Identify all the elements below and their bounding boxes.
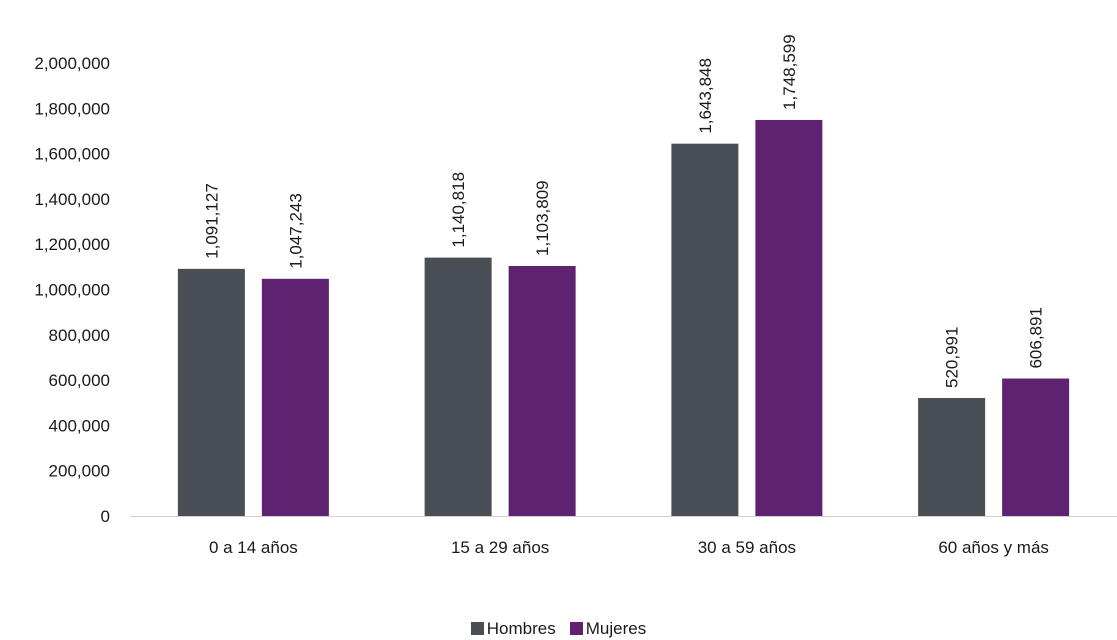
y-tick-label: 1,800,000	[34, 99, 110, 118]
y-tick-label: 0	[101, 507, 110, 526]
data-label: 1,103,809	[533, 180, 552, 256]
data-labels: 1,091,127 1,047,243 1,140,818 1,103,809 1,64…	[202, 34, 1045, 388]
y-tick-label: 1,600,000	[34, 145, 110, 164]
data-label: 1,047,243	[286, 193, 305, 269]
y-tick-label: 1,000,000	[34, 281, 110, 300]
legend-item-hombres: Hombres	[470, 618, 556, 639]
y-tick-label: 200,000	[49, 462, 110, 481]
bar-mujeres	[755, 119, 823, 517]
data-label: 1,091,127	[202, 183, 221, 259]
bar-hombres	[918, 397, 986, 516]
x-tick-label: 30 a 59 años	[698, 538, 796, 557]
legend-swatch-mujeres	[569, 622, 583, 635]
x-tick-label: 15 a 29 años	[451, 538, 549, 557]
data-label: 1,140,818	[449, 172, 468, 248]
y-tick-label: 800,000	[49, 326, 110, 345]
legend-label-hombres: Hombres	[486, 618, 556, 638]
bar-mujeres	[261, 278, 329, 516]
data-label: 1,748,599	[780, 34, 799, 110]
data-label: 520,991	[943, 327, 962, 388]
y-tick-label: 400,000	[49, 416, 110, 435]
legend: Hombres Mujeres	[0, 617, 1117, 640]
data-label: 1,643,848	[696, 58, 715, 134]
x-tick-label: 60 años y más	[938, 538, 1049, 557]
bar-hombres	[671, 143, 739, 516]
bars	[177, 119, 1070, 517]
bar-hombres	[424, 257, 492, 516]
x-tick-label: 0 a 14 años	[209, 538, 298, 557]
bar-mujeres	[1002, 378, 1070, 516]
data-label: 606,891	[1027, 307, 1046, 368]
bar-mujeres	[508, 265, 576, 516]
y-tick-label: 600,000	[49, 371, 110, 390]
bar-chart: 0 200,000 400,000 600,000 800,000 1,000,000 1,…	[34, 34, 1117, 557]
legend-label-mujeres: Mujeres	[585, 618, 647, 638]
x-axis: 0 a 14 años 15 a 29 años 30 a 59 años 60 añ…	[209, 538, 1049, 557]
legend-swatch-hombres	[470, 622, 484, 635]
y-tick-label: 1,200,000	[34, 235, 110, 254]
legend-item-mujeres: Mujeres	[569, 618, 647, 639]
y-tick-label: 2,000,000	[34, 54, 110, 73]
bar-hombres	[177, 268, 245, 516]
y-tick-label: 1,400,000	[34, 190, 110, 209]
y-axis: 0 200,000 400,000 600,000 800,000 1,000,000 1,…	[34, 54, 110, 526]
